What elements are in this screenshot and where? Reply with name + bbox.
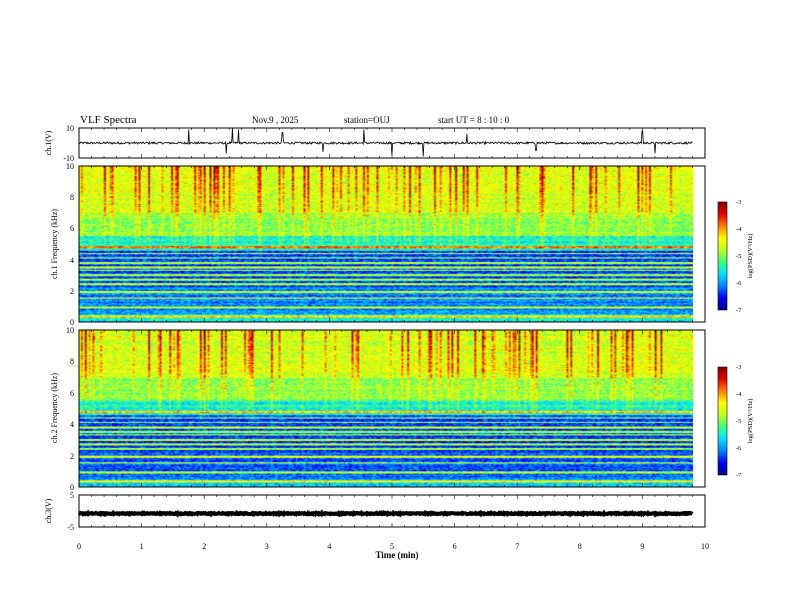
ch1-spec-ylabel: ch.1 Frequency (kHz)	[50, 209, 59, 279]
ch1-wave-ytick-top: 10	[66, 124, 74, 133]
ch1-spec-ytick-8: 8	[70, 193, 74, 202]
colorbar-ch1-gradient	[718, 202, 727, 310]
x-tick-label: 4	[327, 542, 331, 551]
ch1-spec-ytick-2: 2	[70, 287, 74, 296]
ch2-spec-ytick-10: 10	[66, 326, 74, 335]
x-tick-label: 8	[578, 542, 582, 551]
ch2-spec-ytick-0: 0	[70, 483, 74, 492]
ch1-spec-ticks	[78, 166, 706, 322]
ch2-spec-ytick-2: 2	[70, 452, 74, 461]
panel-ch1-spec: 0 2 4 6 8 10 ch.1 Frequency (kHz)	[50, 162, 706, 327]
figure-start-time: start UT = 8 : 10 : 0	[438, 115, 510, 125]
colorbar-ch1-frame	[717, 201, 728, 311]
panel-ch3-wave: 5 -5 ch.3(V)	[44, 491, 706, 532]
colorbar-ch2-tick-m3: -3	[736, 364, 741, 371]
ch1-spec-ytick-10: 10	[66, 162, 74, 171]
figure-date: Nov.9 , 2025	[252, 115, 299, 125]
figure-station: station=OUJ	[344, 115, 390, 125]
ch3-wave-trace	[77, 509, 694, 518]
colorbar-ch2-tick-m6: -6	[736, 445, 742, 452]
colorbar-ch2: -3 -4 -5 -6 -7 log(PSD)(V²/Hz)	[717, 364, 754, 479]
ch3-wave-ytick-bottom: -5	[67, 523, 74, 532]
ch1-wave-trace	[78, 127, 693, 157]
ch1-spec-ytick-6: 6	[70, 224, 74, 233]
x-axis-label: Time (min)	[375, 550, 418, 560]
colorbar-ch1-tick-m4: -4	[736, 226, 742, 233]
x-tick-label: 5	[390, 542, 394, 551]
colorbar-ch2-label: log(PSD)(V²/Hz)	[747, 399, 754, 444]
ch2-spec-ytick-4: 4	[70, 420, 74, 429]
ch1-wave-ticks	[78, 128, 706, 158]
x-tick-label: 1	[140, 542, 144, 551]
x-tick-label: 2	[202, 542, 206, 551]
ch3-wave-ytick-top: 5	[70, 491, 74, 500]
ch1-wave-ylabel: ch.1(V)	[44, 130, 53, 155]
colorbar-ch1: -3 -4 -5 -6 -7 log(PSD)(V²/Hz)	[717, 199, 754, 314]
figure-title: VLF Spectra	[80, 114, 137, 126]
colorbar-ch2-tick-m5: -5	[736, 418, 741, 425]
colorbar-ch1-tick-m6: -6	[736, 280, 742, 287]
colorbar-ch1-label: log(PSD)(V²/Hz)	[747, 234, 754, 279]
ch2-spec-ticks	[78, 330, 706, 487]
colorbar-ch1-tick-m7: -7	[736, 307, 742, 314]
ch2-spec-ytick-8: 8	[70, 357, 74, 366]
ch1-spectrogram	[79, 166, 693, 322]
ch3-wave-frame	[78, 494, 706, 528]
ch1-wave-ytick-bottom: -10	[63, 154, 74, 163]
ch1-spec-ytick-0: 0	[70, 318, 74, 327]
x-tick-label: 7	[515, 542, 519, 551]
panel-ch2-spec: 0 2 4 6 8 10 ch.2 Frequency (kHz)	[50, 326, 706, 492]
ch1-spec-ytick-4: 4	[70, 256, 74, 265]
x-tick-label: 9	[640, 542, 644, 551]
colorbar-ch1-tick-m3: -3	[736, 199, 741, 206]
ch2-spectrogram	[79, 330, 693, 487]
colorbar-ch2-tick-m7: -7	[736, 472, 742, 479]
x-tick-label: 0	[77, 542, 81, 551]
x-tick-label: 10	[701, 542, 709, 551]
colorbar-ch2-gradient	[718, 367, 727, 475]
x-tick-label: 6	[453, 542, 457, 551]
panel-ch1-wave: 10 -10 ch.1(V)	[44, 124, 706, 163]
ch3-wave-ylabel: ch.3(V)	[44, 498, 53, 523]
ch3-wave-ticks	[78, 495, 706, 527]
ch2-spec-ytick-6: 6	[70, 389, 74, 398]
colorbar-ch2-frame	[717, 366, 728, 476]
x-tick-label: 3	[265, 542, 269, 551]
colorbar-ch1-tick-m5: -5	[736, 253, 741, 260]
colorbar-ch2-tick-m4: -4	[736, 391, 742, 398]
x-tick-labels: 0 1 2 3 4 5 6 7 8 9 10	[77, 542, 709, 551]
ch2-spec-ylabel: ch.2 Frequency (kHz)	[50, 373, 59, 443]
